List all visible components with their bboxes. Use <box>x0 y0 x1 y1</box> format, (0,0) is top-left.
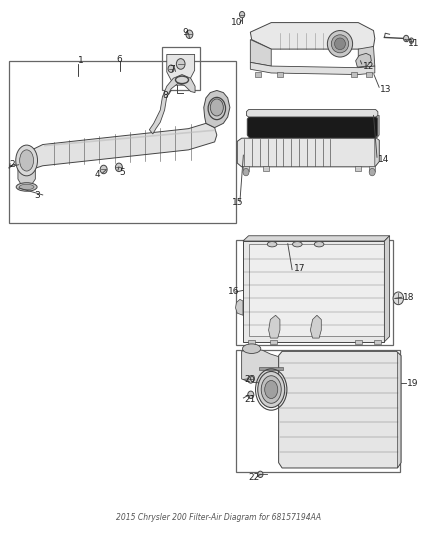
Circle shape <box>403 35 409 42</box>
Text: 21: 21 <box>244 394 256 403</box>
Polygon shape <box>251 22 375 50</box>
Polygon shape <box>251 39 271 66</box>
Text: 13: 13 <box>380 85 392 94</box>
Polygon shape <box>167 54 194 85</box>
Bar <box>9 61 236 223</box>
Bar <box>366 72 372 77</box>
Bar <box>162 47 200 91</box>
Polygon shape <box>247 110 378 117</box>
Polygon shape <box>311 316 321 338</box>
Circle shape <box>116 163 122 172</box>
Bar <box>355 166 361 171</box>
Circle shape <box>258 471 263 478</box>
Text: 9: 9 <box>182 28 188 37</box>
Bar <box>243 166 249 171</box>
Bar <box>255 72 261 77</box>
Text: 17: 17 <box>294 264 305 272</box>
Bar <box>237 240 393 345</box>
Bar <box>277 72 283 77</box>
Bar <box>248 340 255 344</box>
Polygon shape <box>236 300 243 316</box>
Text: 1: 1 <box>78 56 83 65</box>
Text: 20: 20 <box>244 375 256 384</box>
Polygon shape <box>249 244 384 336</box>
Bar <box>355 340 362 344</box>
Circle shape <box>186 30 193 38</box>
Ellipse shape <box>258 372 285 408</box>
Circle shape <box>240 12 245 18</box>
Polygon shape <box>204 91 230 127</box>
Ellipse shape <box>265 381 278 399</box>
Polygon shape <box>242 349 279 383</box>
Polygon shape <box>237 138 379 167</box>
Ellipse shape <box>314 241 324 247</box>
Bar <box>237 350 399 472</box>
Text: 6: 6 <box>117 55 123 64</box>
Polygon shape <box>149 75 195 134</box>
Polygon shape <box>358 46 375 68</box>
Text: 16: 16 <box>228 287 239 296</box>
Polygon shape <box>19 123 217 170</box>
Polygon shape <box>243 241 385 342</box>
Text: 2: 2 <box>9 160 15 168</box>
Ellipse shape <box>20 150 34 171</box>
Circle shape <box>409 38 413 43</box>
Text: 3: 3 <box>34 191 40 200</box>
Text: 2015 Chrysler 200 Filter-Air Diagram for 68157194AA: 2015 Chrysler 200 Filter-Air Diagram for… <box>117 513 321 522</box>
Polygon shape <box>18 160 35 184</box>
Polygon shape <box>251 62 375 75</box>
Bar <box>374 340 381 344</box>
Text: 8: 8 <box>162 91 168 100</box>
Text: 19: 19 <box>407 378 419 387</box>
Circle shape <box>248 391 254 399</box>
Polygon shape <box>375 138 379 167</box>
Text: 14: 14 <box>378 155 389 164</box>
Polygon shape <box>243 236 390 241</box>
Polygon shape <box>247 115 378 139</box>
Text: 22: 22 <box>249 473 260 482</box>
Ellipse shape <box>16 145 38 176</box>
Polygon shape <box>397 352 401 468</box>
Circle shape <box>248 376 254 383</box>
Text: 7: 7 <box>169 64 175 74</box>
Text: 10: 10 <box>231 18 243 27</box>
Ellipse shape <box>243 344 261 353</box>
Text: 5: 5 <box>119 167 125 176</box>
Circle shape <box>168 65 174 72</box>
Circle shape <box>243 168 249 176</box>
Text: 12: 12 <box>363 62 374 71</box>
Polygon shape <box>385 236 390 342</box>
Text: 11: 11 <box>408 39 420 49</box>
Circle shape <box>369 168 375 176</box>
Ellipse shape <box>327 30 353 57</box>
Bar <box>263 166 269 171</box>
Polygon shape <box>356 53 371 67</box>
Ellipse shape <box>293 241 302 247</box>
Polygon shape <box>279 351 401 468</box>
Bar <box>369 166 375 171</box>
Text: 18: 18 <box>403 293 414 302</box>
Ellipse shape <box>267 241 277 247</box>
Polygon shape <box>268 316 280 338</box>
Ellipse shape <box>16 183 37 191</box>
Ellipse shape <box>19 184 34 190</box>
Ellipse shape <box>210 99 223 116</box>
Text: 15: 15 <box>232 198 244 207</box>
Circle shape <box>393 292 403 305</box>
Bar <box>270 340 277 344</box>
Text: 4: 4 <box>95 169 101 179</box>
Ellipse shape <box>331 35 349 53</box>
Circle shape <box>100 165 107 174</box>
Polygon shape <box>259 367 283 370</box>
Circle shape <box>177 59 185 69</box>
Ellipse shape <box>261 376 281 403</box>
Bar <box>351 72 357 77</box>
Ellipse shape <box>335 38 346 50</box>
Polygon shape <box>375 115 379 139</box>
